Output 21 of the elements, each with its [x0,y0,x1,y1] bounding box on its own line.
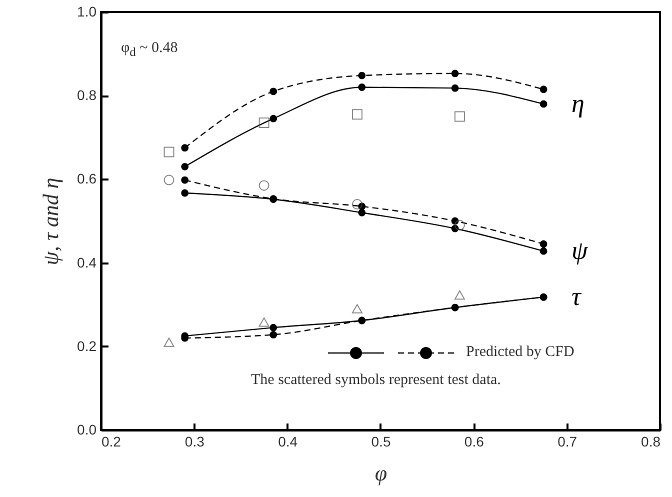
x-tick-label: 0.6 [464,434,484,450]
x-tick-label: 0.7 [558,434,578,450]
y-tick-label: 0.6 [77,170,97,187]
annotation: φ$_{d}$ ~ 0.48 [121,40,178,60]
series-label: ψ [572,236,589,266]
series-label: η [572,88,584,118]
annotation: The scattered symbols represent test data. [251,372,501,389]
x-tick-label: 0.5 [371,434,391,450]
y-tick-label: 1.0 [77,4,97,20]
series-label: τ [572,282,583,312]
x-tick-label: 0.2 [102,434,122,450]
y-tick-label: 0.8 [77,87,97,104]
x-tick-label: 0.8 [641,434,661,450]
x-tick-label: 0.4 [278,434,298,450]
y-tick-label: 0.4 [77,254,97,270]
x-axis-title: φ [374,460,388,486]
y-tick-label: 0.2 [77,338,97,354]
y-tick-label: 0.0 [77,422,97,438]
x-tick-label: 0.3 [184,434,205,450]
annotation: Predicted by CFD [466,344,574,361]
y-axis-title: ψ, τ and η [38,178,64,266]
